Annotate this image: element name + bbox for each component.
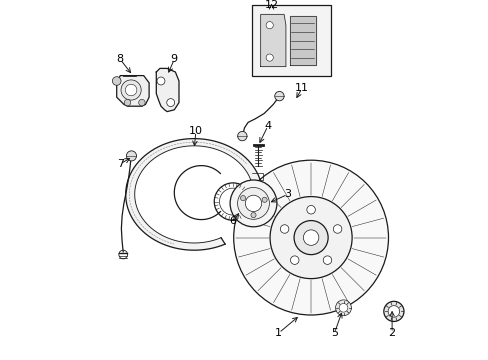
Circle shape <box>335 300 351 316</box>
Text: 8: 8 <box>117 54 123 64</box>
Circle shape <box>237 188 269 219</box>
Text: 9: 9 <box>170 54 178 64</box>
Circle shape <box>290 256 298 264</box>
Circle shape <box>280 225 288 233</box>
Bar <box>251 5 330 76</box>
Circle shape <box>250 212 256 218</box>
Circle shape <box>262 197 266 202</box>
Text: 6: 6 <box>229 216 236 226</box>
Text: 12: 12 <box>264 0 278 10</box>
Circle shape <box>269 197 351 279</box>
Circle shape <box>157 77 164 85</box>
Text: 4: 4 <box>264 121 271 131</box>
Circle shape <box>265 54 273 61</box>
Circle shape <box>139 99 145 106</box>
Circle shape <box>303 230 318 246</box>
Circle shape <box>339 303 347 312</box>
Text: 5: 5 <box>330 328 337 338</box>
Text: 2: 2 <box>388 328 395 338</box>
Text: 7: 7 <box>117 159 123 169</box>
Circle shape <box>237 131 246 141</box>
Circle shape <box>166 99 174 107</box>
Circle shape <box>306 206 315 214</box>
Circle shape <box>240 195 245 201</box>
Polygon shape <box>117 76 149 106</box>
Circle shape <box>245 195 261 212</box>
Polygon shape <box>289 16 316 65</box>
Polygon shape <box>156 68 179 112</box>
Circle shape <box>323 256 331 264</box>
Circle shape <box>126 151 136 161</box>
Text: 11: 11 <box>294 83 308 93</box>
Circle shape <box>124 99 130 106</box>
Circle shape <box>121 80 141 100</box>
Circle shape <box>125 84 137 96</box>
Circle shape <box>274 91 284 101</box>
Text: 3: 3 <box>284 189 291 199</box>
Text: 10: 10 <box>188 126 203 136</box>
Polygon shape <box>125 139 261 250</box>
Circle shape <box>265 22 273 29</box>
Polygon shape <box>260 14 285 67</box>
Circle shape <box>333 225 341 233</box>
Circle shape <box>383 301 403 321</box>
Circle shape <box>233 160 387 315</box>
Circle shape <box>293 221 327 255</box>
Text: 1: 1 <box>275 328 282 338</box>
Circle shape <box>112 77 121 85</box>
Circle shape <box>230 180 276 227</box>
Circle shape <box>387 306 399 317</box>
